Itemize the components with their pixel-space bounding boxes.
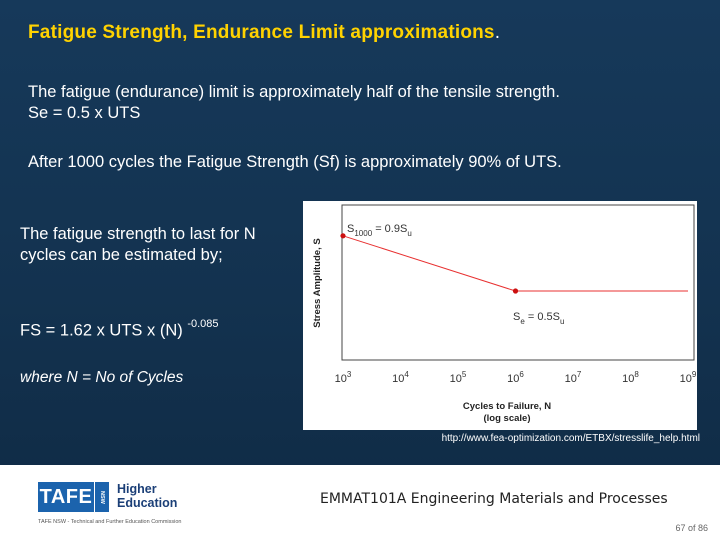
logo-he-line2: Education — [117, 496, 178, 510]
endurance-formula: Se = 0.5 x UTS — [28, 104, 141, 122]
n-cycles-paragraph: The fatigue strength to last for N cycle… — [20, 225, 256, 264]
x-axis-label-line2: (log scale) — [484, 413, 531, 424]
where-note: where N = No of Cycles — [20, 369, 184, 386]
logo-he-line1: Higher — [117, 482, 157, 496]
x-tick-label: 103 — [335, 370, 352, 385]
title-period: . — [494, 22, 501, 43]
formula-exponent: -0.085 — [187, 318, 219, 330]
commission-text: TAFE NSW - Technical and Further Educati… — [38, 519, 182, 525]
x-tick-label: 109 — [680, 370, 697, 385]
y-axis-label: Stress Amplitude, S — [312, 238, 323, 327]
sn-curve-chart: Stress Amplitude, S Cycles to Failure, N… — [312, 204, 697, 424]
footer-bar: TAFE NSW Higher Education TAFE NSW - Tec… — [0, 465, 720, 540]
x-tick-label: 104 — [392, 370, 409, 385]
endurance-text: The fatigue (endurance) limit is approxi… — [28, 83, 560, 101]
sn-curve-figure: Stress Amplitude, S Cycles to Failure, N… — [303, 201, 697, 430]
title-text: Fatigue Strength, Endurance Limit approx… — [28, 22, 495, 43]
x-tick-label: 108 — [622, 370, 639, 385]
course-name: EMMAT101A Engineering Materials and Proc… — [320, 491, 668, 507]
sn-curve-line — [342, 235, 688, 292]
x-axis-label-line1: Cycles to Failure, N — [463, 401, 551, 412]
x-tick-label: 106 — [507, 370, 524, 385]
chart-marks: 103 104 105 106 107 108 109 — [335, 233, 697, 385]
fatigue-strength-paragraph: After 1000 cycles the Fatigue Strength (… — [28, 153, 562, 171]
endurance-paragraph: The fatigue (endurance) limit is approxi… — [28, 82, 560, 124]
logo-nsw-tag: NSW — [94, 482, 109, 512]
x-tick-label: 105 — [450, 370, 467, 385]
source-url: http://www.fea-optimization.com/ETBX/str… — [441, 433, 700, 444]
logo-higher-education: Higher Education — [117, 482, 177, 510]
plot-frame — [341, 204, 695, 361]
slide-title: Fatigue Strength, Endurance Limit approx… — [28, 22, 500, 44]
s1000-annotation: S1000 = 0.9Su — [347, 223, 412, 238]
se-annotation: Se = 0.5Su — [513, 311, 564, 326]
curve-point-2 — [512, 288, 519, 294]
formula-base: FS = 1.62 x UTS x (N) — [20, 321, 183, 340]
curve-point-1 — [340, 233, 346, 239]
page-number: 67 of 86 — [675, 523, 708, 533]
x-tick-label: 107 — [565, 370, 582, 385]
logo-tafe-block: TAFE — [38, 482, 94, 512]
fs-formula: FS = 1.62 x UTS x (N) -0.085 — [20, 318, 219, 341]
